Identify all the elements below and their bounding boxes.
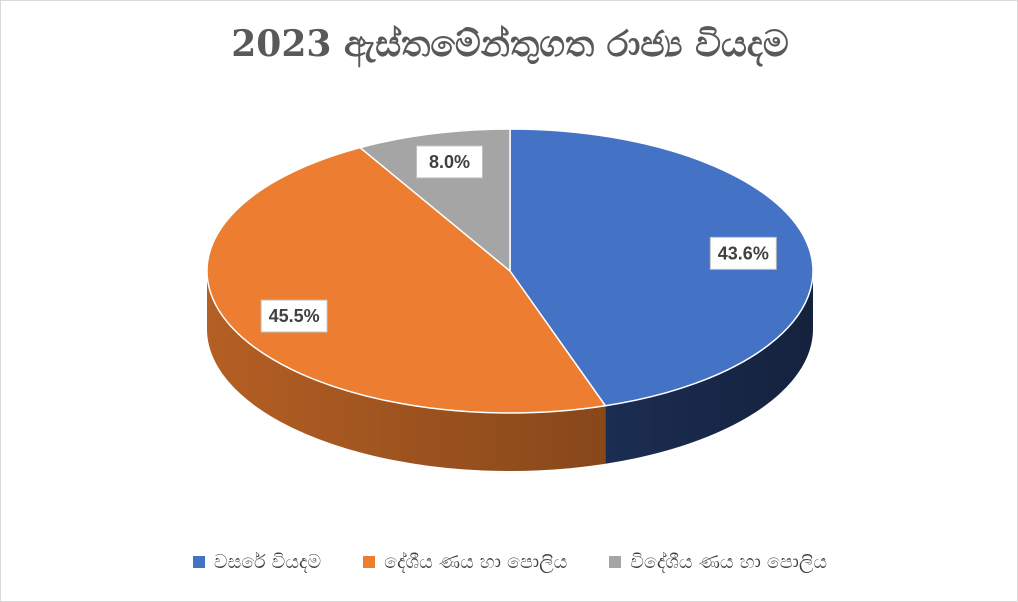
legend-label: දේශීය ණය හා පොලිය (384, 551, 568, 573)
data-label: 45.5% (260, 299, 328, 333)
data-label-text: 45.5% (269, 306, 320, 326)
data-label: 8.0% (416, 145, 484, 179)
chart-title: 2023 ඇස්තමේන්තුගත රාජ්‍ය වියදම (231, 23, 789, 65)
legend-swatch-blue (192, 556, 205, 568)
slice-recurrent (509, 128, 814, 407)
slice-domestic-debt-side-shade (207, 271, 606, 472)
legend-item-recurrent: වසරේ වියදම (192, 551, 322, 573)
pie-chart: 43.6% 45.5% 8.0% (206, 128, 814, 472)
data-label-text: 43.6% (718, 243, 769, 263)
slice-domestic-debt (206, 146, 607, 414)
slice-recurrent-side-shade (605, 271, 814, 464)
data-label-box (260, 299, 328, 333)
data-label-text: 8.0% (429, 152, 470, 172)
data-label-box (416, 145, 484, 179)
legend-label: විදේශීය ණය හා පොලිය (630, 551, 828, 573)
legend-item-foreign: විදේශීය ණය හා පොලිය (609, 551, 827, 573)
legend-swatch-orange (363, 556, 376, 568)
legend-label: වසරේ වියදම (213, 551, 322, 573)
legend: වසරේ වියදම දේශීය ණය හා පොලිය විදේශීය ණය … (1, 551, 1018, 573)
data-label: 43.6% (709, 236, 777, 270)
legend-item-domestic: දේශීය ණය හා පොලිය (363, 551, 567, 573)
data-label-box (709, 236, 777, 270)
legend-swatch-gray (609, 556, 622, 568)
